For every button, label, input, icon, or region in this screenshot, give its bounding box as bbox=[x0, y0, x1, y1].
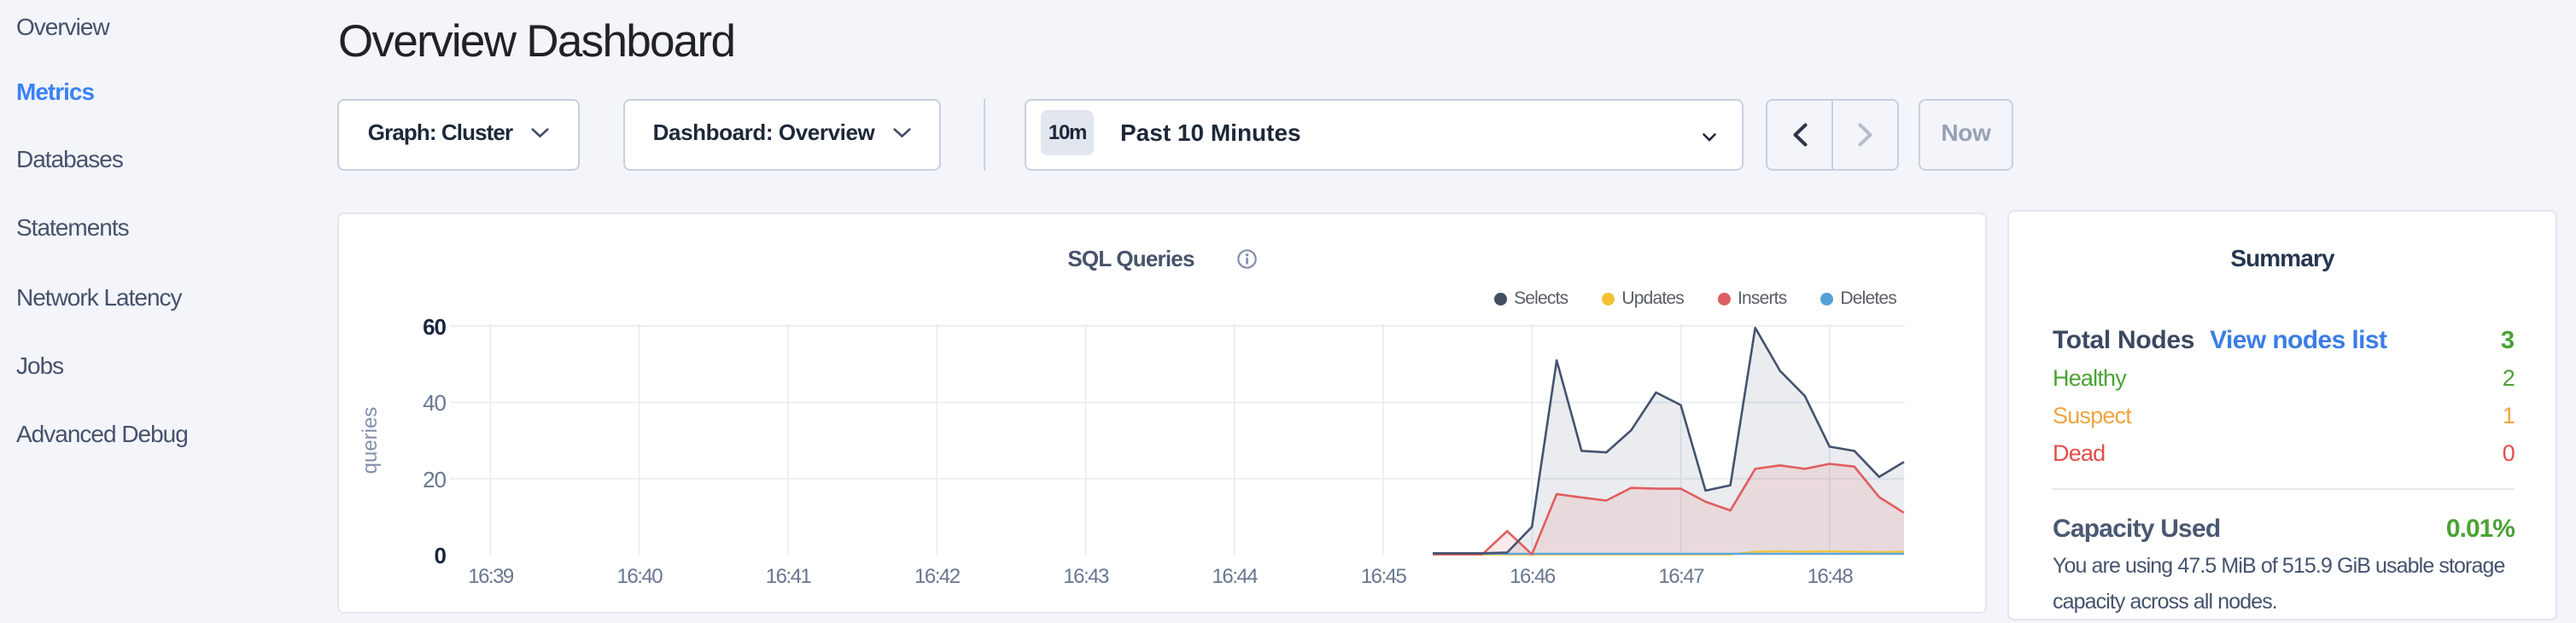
svg-text:0: 0 bbox=[435, 543, 447, 568]
svg-text:16:47: 16:47 bbox=[1658, 565, 1704, 588]
svg-text:16:39: 16:39 bbox=[468, 565, 514, 588]
svg-text:16:42: 16:42 bbox=[914, 565, 961, 588]
svg-text:16:43: 16:43 bbox=[1063, 565, 1109, 588]
svg-text:20: 20 bbox=[423, 467, 446, 492]
svg-text:16:41: 16:41 bbox=[766, 565, 812, 588]
svg-text:queries: queries bbox=[359, 407, 382, 475]
svg-text:40: 40 bbox=[423, 390, 446, 416]
svg-text:16:46: 16:46 bbox=[1510, 565, 1556, 588]
svg-text:16:44: 16:44 bbox=[1212, 565, 1259, 588]
svg-text:16:48: 16:48 bbox=[1808, 565, 1854, 588]
svg-text:16:45: 16:45 bbox=[1361, 565, 1407, 588]
svg-text:16:40: 16:40 bbox=[617, 565, 663, 588]
svg-text:60: 60 bbox=[423, 314, 446, 340]
